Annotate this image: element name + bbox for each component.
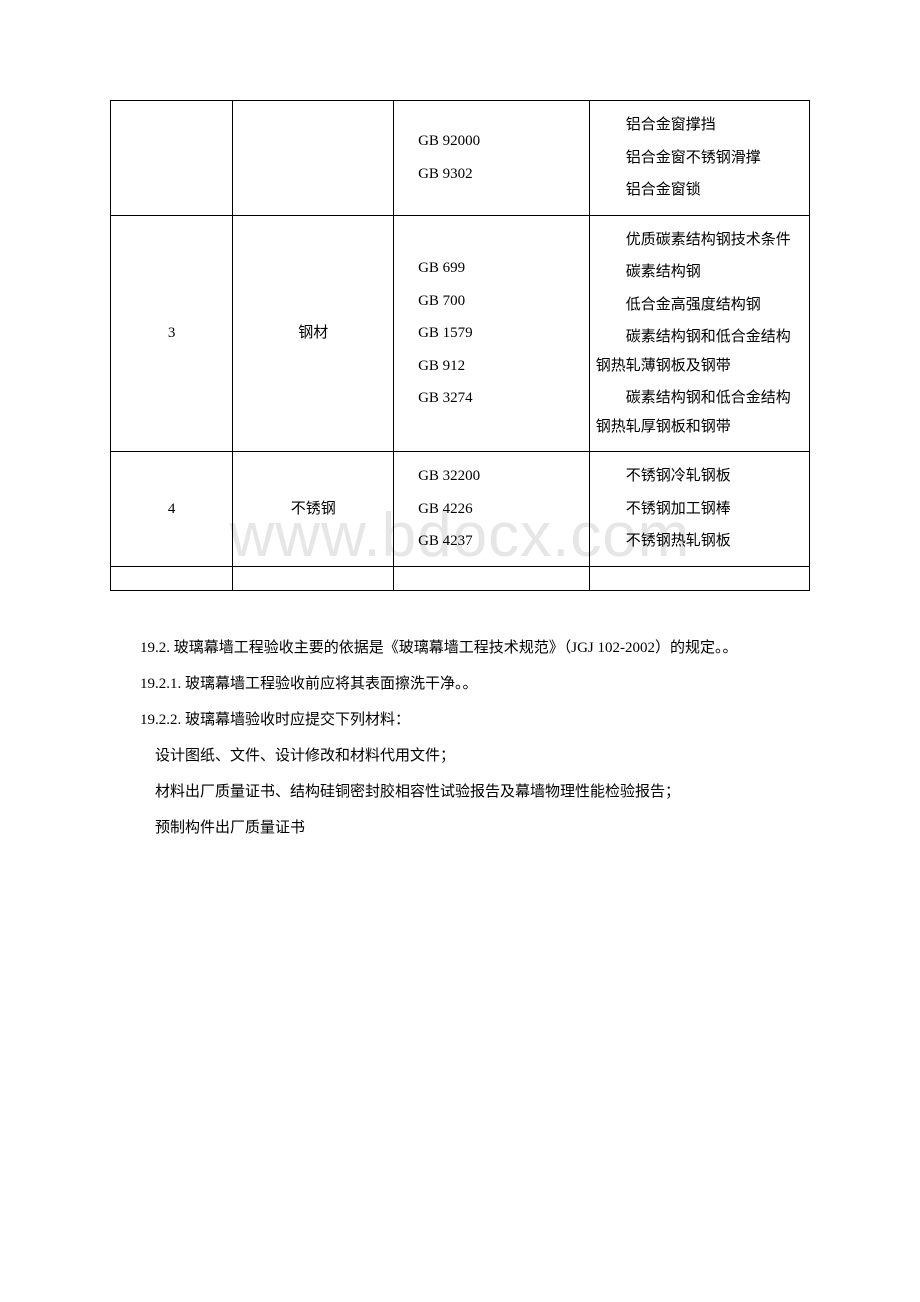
desc-item: 不锈钢热轧钢板	[596, 525, 803, 558]
paragraph: 19.2. 玻璃幕墙工程验收主要的依据是《玻璃幕墙工程技术规范》（JGJ 102…	[110, 633, 810, 663]
standard-code: GB 1579	[418, 317, 583, 350]
table-wrapper: GB 92000 GB 9302 铝合金窗撑挡 铝合金窗不锈钢滑撑 铝合金窗锁 …	[110, 100, 810, 591]
standard-code: GB 912	[418, 350, 583, 383]
cell-material: 不锈钢	[233, 452, 394, 567]
cell-standards: GB 32200 GB 4226 GB 4237	[394, 452, 590, 567]
table-row: GB 92000 GB 9302 铝合金窗撑挡 铝合金窗不锈钢滑撑 铝合金窗锁	[111, 101, 810, 216]
standard-code: GB 3274	[418, 382, 583, 415]
desc-item: 优质碳素结构钢技术条件	[596, 224, 803, 257]
page-content: GB 92000 GB 9302 铝合金窗撑挡 铝合金窗不锈钢滑撑 铝合金窗锁 …	[0, 0, 920, 909]
cell-num: 3	[111, 215, 233, 452]
body-text: 19.2. 玻璃幕墙工程验收主要的依据是《玻璃幕墙工程技术规范》（JGJ 102…	[110, 633, 810, 843]
standard-code: GB 4226	[418, 493, 583, 526]
cell-material: 钢材	[233, 215, 394, 452]
cell-empty	[233, 566, 394, 590]
standards-table: GB 92000 GB 9302 铝合金窗撑挡 铝合金窗不锈钢滑撑 铝合金窗锁 …	[110, 100, 810, 591]
desc-item: 铝合金窗撑挡	[596, 109, 803, 142]
desc-item: 不锈钢冷轧钢板	[596, 460, 803, 493]
cell-material	[233, 101, 394, 216]
standard-code: GB 9302	[418, 158, 583, 191]
desc-item: 不锈钢加工钢棒	[596, 493, 803, 526]
desc-item: 铝合金窗锁	[596, 174, 803, 207]
standard-code: GB 700	[418, 285, 583, 318]
desc-item: 碳素结构钢和低合金结构钢热轧薄钢板及钢带	[596, 321, 803, 382]
table-row-empty	[111, 566, 810, 590]
desc-item: 碳素结构钢	[596, 256, 803, 289]
cell-empty	[589, 566, 809, 590]
cell-num	[111, 101, 233, 216]
standard-code: GB 4237	[418, 525, 583, 558]
desc-item: 铝合金窗不锈钢滑撑	[596, 142, 803, 175]
cell-num: 4	[111, 452, 233, 567]
paragraph: 材料出厂质量证书、结构硅铜密封胶相容性试验报告及幕墙物理性能检验报告；	[110, 777, 810, 807]
cell-description: 不锈钢冷轧钢板 不锈钢加工钢棒 不锈钢热轧钢板	[589, 452, 809, 567]
desc-item: 低合金高强度结构钢	[596, 289, 803, 322]
standard-code: GB 32200	[418, 460, 583, 493]
table-row: 4 不锈钢 GB 32200 GB 4226 GB 4237 不锈钢冷轧钢板 不…	[111, 452, 810, 567]
cell-description: 铝合金窗撑挡 铝合金窗不锈钢滑撑 铝合金窗锁	[589, 101, 809, 216]
table-row: 3 钢材 GB 699 GB 700 GB 1579 GB 912 GB 327…	[111, 215, 810, 452]
cell-empty	[111, 566, 233, 590]
cell-description: 优质碳素结构钢技术条件 碳素结构钢 低合金高强度结构钢 碳素结构钢和低合金结构钢…	[589, 215, 809, 452]
standard-code: GB 92000	[418, 125, 583, 158]
desc-item: 碳素结构钢和低合金结构钢热轧厚钢板和钢带	[596, 382, 803, 443]
standard-code: GB 699	[418, 252, 583, 285]
paragraph: 19.2.1. 玻璃幕墙工程验收前应将其表面擦洗干净。。	[110, 669, 810, 699]
paragraph: 19.2.2. 玻璃幕墙验收时应提交下列材料：	[110, 705, 810, 735]
cell-empty	[394, 566, 590, 590]
cell-standards: GB 699 GB 700 GB 1579 GB 912 GB 3274	[394, 215, 590, 452]
paragraph: 设计图纸、文件、设计修改和材料代用文件；	[110, 741, 810, 771]
paragraph: 预制构件出厂质量证书	[110, 813, 810, 843]
cell-standards: GB 92000 GB 9302	[394, 101, 590, 216]
